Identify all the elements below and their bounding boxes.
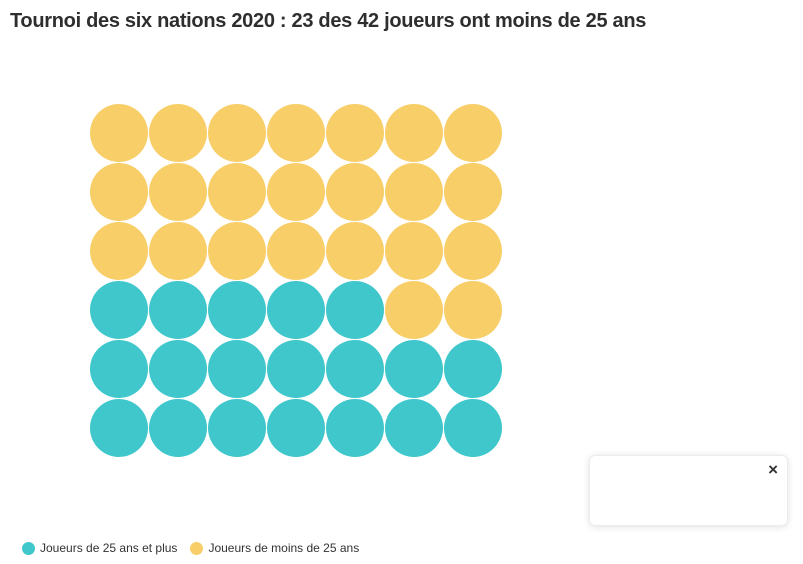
waffle-unit[interactable] [444,399,502,457]
waffle-unit[interactable] [385,104,443,162]
waffle-unit[interactable] [326,281,384,339]
waffle-unit[interactable] [267,222,325,280]
waffle-chart [90,104,503,458]
legend-label-moins-de-25: Joueurs de moins de 25 ans [208,541,360,555]
waffle-unit[interactable] [149,222,207,280]
waffle-unit[interactable] [444,222,502,280]
waffle-unit[interactable] [208,399,266,457]
waffle-unit[interactable] [90,163,148,221]
waffle-unit[interactable] [149,163,207,221]
waffle-unit[interactable] [149,104,207,162]
waffle-unit[interactable] [444,163,502,221]
waffle-unit[interactable] [208,163,266,221]
waffle-unit[interactable] [326,163,384,221]
waffle-unit[interactable] [385,222,443,280]
waffle-unit[interactable] [208,222,266,280]
legend-label-25-et-plus: Joueurs de 25 ans et plus [40,541,178,555]
waffle-unit[interactable] [326,340,384,398]
legend-item-25-et-plus: Joueurs de 25 ans et plus [22,541,177,555]
legend-dot-teal-icon [22,541,35,555]
waffle-unit[interactable] [90,340,148,398]
waffle-unit[interactable] [326,104,384,162]
waffle-unit[interactable] [267,163,325,221]
legend-dot-yellow-icon [190,541,204,555]
waffle-unit[interactable] [385,340,443,398]
waffle-unit[interactable] [326,399,384,457]
close-icon[interactable]: × [768,460,778,479]
waffle-unit[interactable] [444,340,502,398]
waffle-unit[interactable] [385,399,443,457]
waffle-unit[interactable] [149,340,207,398]
waffle-unit[interactable] [326,222,384,280]
waffle-unit[interactable] [208,281,266,339]
waffle-unit[interactable] [149,399,207,457]
waffle-unit[interactable] [444,281,502,339]
waffle-unit[interactable] [267,104,325,162]
waffle-unit[interactable] [444,104,502,162]
page-title: Tournoi des six nations 2020 : 23 des 42… [10,10,647,32]
waffle-unit[interactable] [385,163,443,221]
tooltip-popup: × [589,455,788,526]
waffle-unit[interactable] [267,281,325,339]
waffle-unit[interactable] [208,104,266,162]
waffle-unit[interactable] [90,399,148,457]
waffle-unit[interactable] [385,281,443,339]
waffle-unit[interactable] [90,281,148,339]
legend-item-moins-de-25: Joueurs de moins de 25 ans [190,541,359,555]
waffle-unit[interactable] [208,340,266,398]
waffle-unit[interactable] [90,222,148,280]
waffle-unit[interactable] [267,340,325,398]
waffle-unit[interactable] [149,281,207,339]
chart-legend: Joueurs de 25 ans et plus Joueurs de moi… [22,540,359,556]
waffle-unit[interactable] [267,399,325,457]
waffle-unit[interactable] [90,104,148,162]
